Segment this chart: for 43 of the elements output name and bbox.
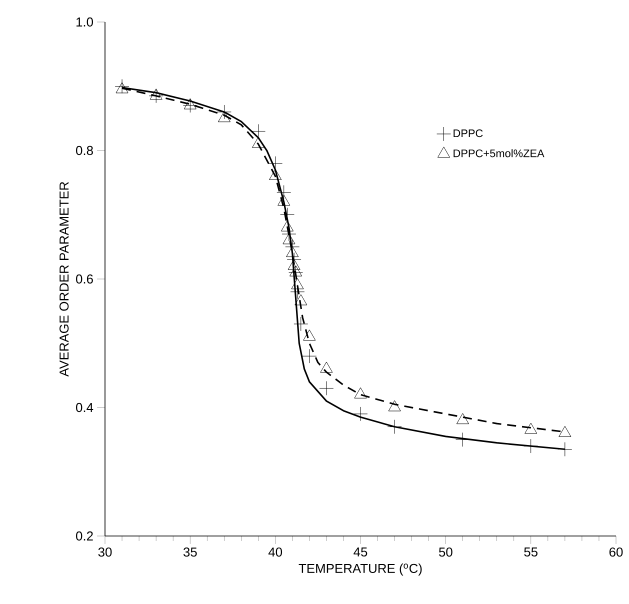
x-tick-label: 50 <box>438 547 452 557</box>
legend-label: DPPC+5mol%ZEA <box>454 149 544 158</box>
x-tick-label: 40 <box>268 547 282 557</box>
y-tick-label: 0.4 <box>76 402 94 412</box>
point <box>388 400 401 412</box>
point <box>278 194 290 206</box>
point <box>354 387 367 398</box>
y-tick-label: 0.6 <box>76 274 93 284</box>
x-tick-label: 55 <box>524 547 538 557</box>
x-tick-label: 60 <box>609 547 623 557</box>
point <box>558 426 572 437</box>
point <box>148 88 164 104</box>
y-tick-label: 0.8 <box>76 146 93 156</box>
y-axis-title: AVERAGE ORDER PARAMETER <box>59 182 69 377</box>
point <box>319 381 334 396</box>
point <box>524 422 538 434</box>
point <box>114 79 130 94</box>
point <box>294 294 308 306</box>
point <box>294 316 308 332</box>
point <box>353 406 368 422</box>
x-tick-label: 30 <box>98 547 112 557</box>
point <box>116 82 128 94</box>
point <box>290 284 305 300</box>
point <box>387 420 402 434</box>
point <box>558 442 572 456</box>
point <box>282 233 296 244</box>
point <box>288 258 300 270</box>
point <box>276 185 292 200</box>
point <box>302 348 317 364</box>
y-tick-label: 1.0 <box>76 17 94 27</box>
point <box>456 413 469 424</box>
point <box>218 111 231 122</box>
point <box>524 438 538 454</box>
x-axis-title: TEMPERATURE ($^{o}$C) <box>298 563 422 576</box>
point <box>150 88 162 100</box>
y-tick-label: 0.2 <box>76 531 93 541</box>
point <box>286 246 299 258</box>
point <box>320 362 333 373</box>
x-tick-label: 45 <box>354 547 368 557</box>
legend-label: DPPC <box>454 129 483 138</box>
x-tick-label: 35 <box>183 547 197 557</box>
point <box>303 330 316 341</box>
point <box>217 104 232 120</box>
